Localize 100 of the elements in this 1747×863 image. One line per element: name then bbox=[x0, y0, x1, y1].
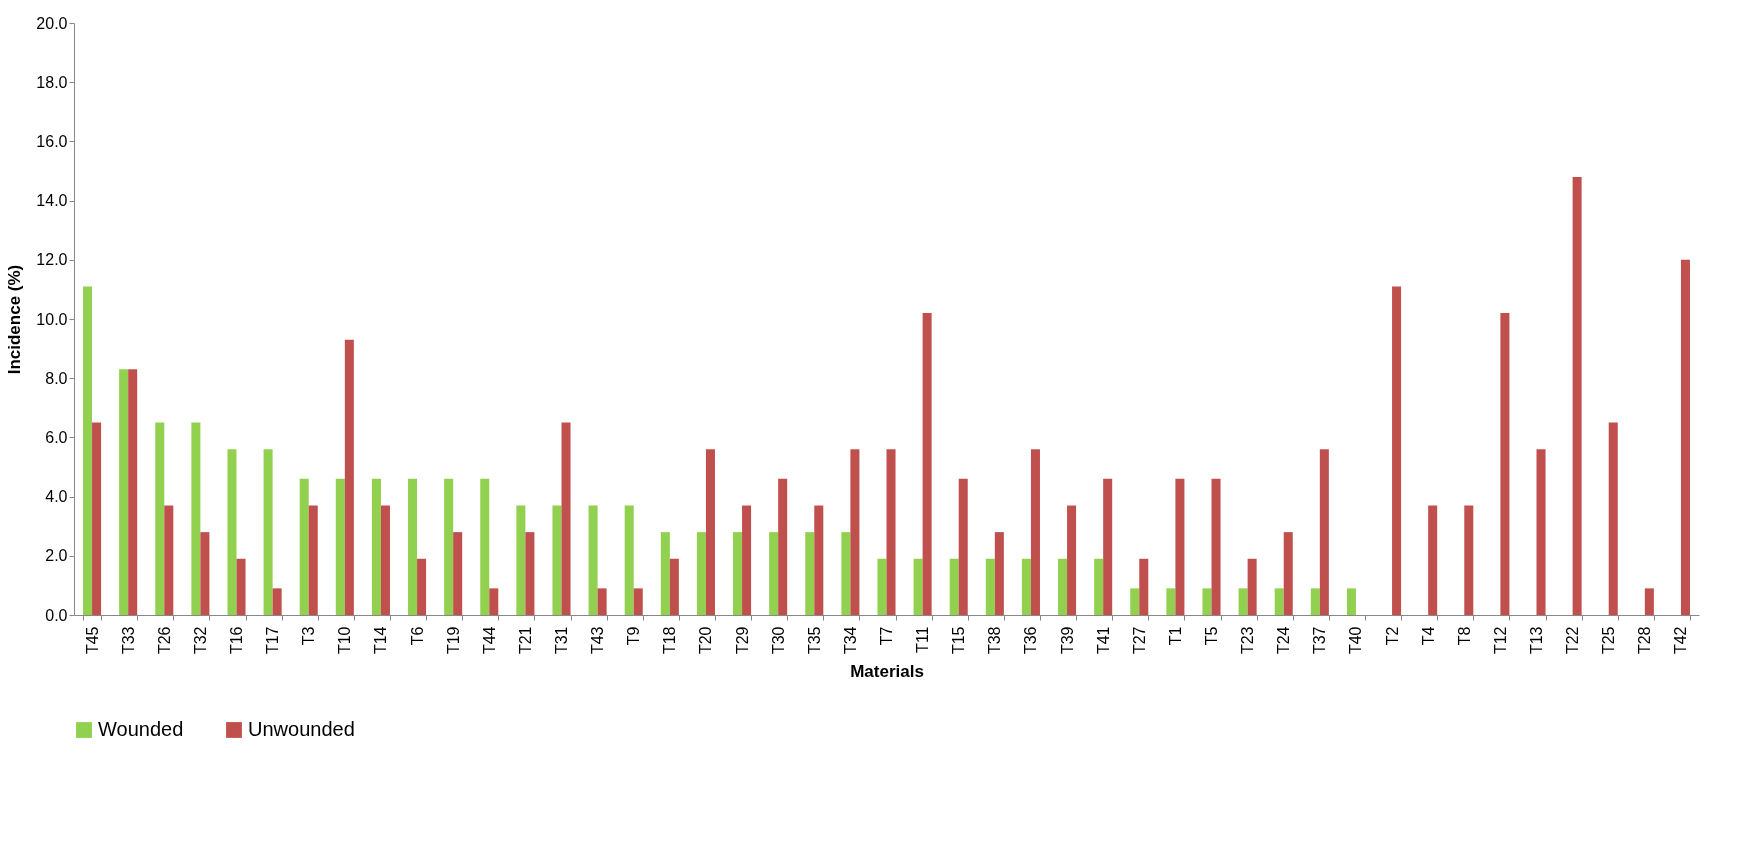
bar bbox=[1392, 286, 1402, 615]
x-tick-label: T30 bbox=[769, 626, 787, 655]
bar bbox=[1500, 313, 1510, 615]
bar bbox=[922, 313, 932, 615]
bar bbox=[1202, 588, 1212, 615]
y-tick-label: 4.0 bbox=[45, 488, 68, 506]
bar bbox=[128, 369, 138, 615]
bar bbox=[588, 505, 598, 615]
x-tick-label: T39 bbox=[1058, 626, 1076, 655]
bar bbox=[525, 532, 535, 615]
bar bbox=[886, 449, 896, 615]
y-tick-label: 14.0 bbox=[36, 192, 68, 210]
bar bbox=[669, 558, 679, 615]
bar bbox=[1644, 588, 1654, 615]
y-tick-label: 0.0 bbox=[45, 606, 68, 624]
x-tick-label: T23 bbox=[1239, 626, 1257, 655]
bar bbox=[164, 505, 174, 615]
bar bbox=[1021, 558, 1031, 615]
bar bbox=[597, 588, 607, 615]
bar bbox=[417, 558, 427, 615]
bar bbox=[380, 505, 390, 615]
bar bbox=[1572, 176, 1582, 615]
legend-label: Unwounded bbox=[248, 718, 355, 740]
bar bbox=[227, 449, 237, 615]
bar bbox=[624, 505, 634, 615]
bar bbox=[1680, 259, 1690, 615]
bar bbox=[1130, 588, 1140, 615]
bar bbox=[742, 505, 752, 615]
bar bbox=[191, 422, 201, 615]
x-tick-label: T6 bbox=[408, 626, 426, 646]
x-tick-label: T10 bbox=[336, 626, 354, 655]
x-tick-label: T3 bbox=[300, 626, 318, 646]
x-tick-label: T27 bbox=[1130, 626, 1148, 655]
bar bbox=[633, 588, 643, 615]
bar bbox=[841, 532, 851, 615]
bar bbox=[308, 505, 318, 615]
x-tick-label: T32 bbox=[191, 626, 209, 655]
bar bbox=[408, 478, 418, 615]
bar bbox=[1428, 505, 1438, 615]
x-tick-label: T35 bbox=[805, 626, 823, 655]
x-tick-label: T16 bbox=[228, 626, 245, 655]
bar bbox=[236, 558, 246, 615]
bar bbox=[877, 558, 887, 615]
y-tick-label: 2.0 bbox=[45, 547, 68, 565]
x-tick-label: T41 bbox=[1094, 626, 1112, 655]
bar bbox=[1103, 478, 1113, 615]
x-tick-label: T5 bbox=[1203, 626, 1220, 646]
bar bbox=[516, 505, 526, 615]
bar bbox=[733, 532, 743, 615]
bar bbox=[1464, 505, 1474, 615]
bar bbox=[344, 339, 354, 615]
legend-label: Wounded bbox=[98, 718, 184, 740]
bar bbox=[1274, 588, 1284, 615]
bar bbox=[489, 588, 499, 615]
bar bbox=[705, 449, 715, 615]
y-tick-label: 20.0 bbox=[36, 14, 68, 32]
x-tick-label: T26 bbox=[155, 626, 173, 655]
bar bbox=[778, 478, 788, 615]
x-tick-label: T1 bbox=[1166, 626, 1184, 646]
x-tick-label: T15 bbox=[950, 626, 968, 655]
x-tick-label: T18 bbox=[661, 626, 679, 655]
y-tick-label: 10.0 bbox=[36, 310, 68, 328]
bar bbox=[1283, 532, 1293, 615]
bar bbox=[850, 449, 860, 615]
bar bbox=[805, 532, 815, 615]
bar bbox=[1536, 449, 1546, 615]
bar bbox=[263, 449, 273, 615]
bar bbox=[83, 286, 93, 615]
bar bbox=[913, 558, 923, 615]
bar bbox=[480, 478, 490, 615]
x-tick-label: T4 bbox=[1419, 626, 1437, 646]
x-tick-label: T12 bbox=[1491, 626, 1509, 655]
x-tick-label: T22 bbox=[1564, 626, 1582, 655]
bar bbox=[371, 478, 381, 615]
bar bbox=[1238, 588, 1248, 615]
x-tick-label: T42 bbox=[1672, 626, 1690, 655]
bar bbox=[660, 532, 670, 615]
bar bbox=[1175, 478, 1185, 615]
x-tick-label: T38 bbox=[986, 626, 1004, 655]
y-axis-title: Incidence (%) bbox=[5, 264, 25, 375]
x-tick-label: T14 bbox=[372, 626, 390, 655]
bar bbox=[958, 478, 968, 615]
bar bbox=[1310, 588, 1320, 615]
x-tick-label: T17 bbox=[264, 626, 282, 655]
x-tick-label: T40 bbox=[1347, 626, 1365, 655]
bar bbox=[453, 532, 463, 615]
y-tick-label: 6.0 bbox=[45, 428, 68, 446]
x-tick-label: T8 bbox=[1455, 626, 1473, 646]
bar bbox=[155, 422, 165, 615]
bar bbox=[335, 478, 345, 615]
x-tick-label: T36 bbox=[1022, 626, 1040, 655]
x-tick-label: T25 bbox=[1600, 626, 1618, 655]
x-tick-label: T9 bbox=[625, 626, 643, 646]
y-tick-label: 12.0 bbox=[36, 251, 68, 269]
bar bbox=[561, 422, 571, 615]
x-tick-label: T20 bbox=[697, 626, 715, 655]
x-tick-label: T19 bbox=[444, 626, 462, 655]
bar bbox=[1247, 558, 1257, 615]
x-tick-label: T29 bbox=[733, 626, 751, 655]
bar bbox=[994, 532, 1004, 615]
